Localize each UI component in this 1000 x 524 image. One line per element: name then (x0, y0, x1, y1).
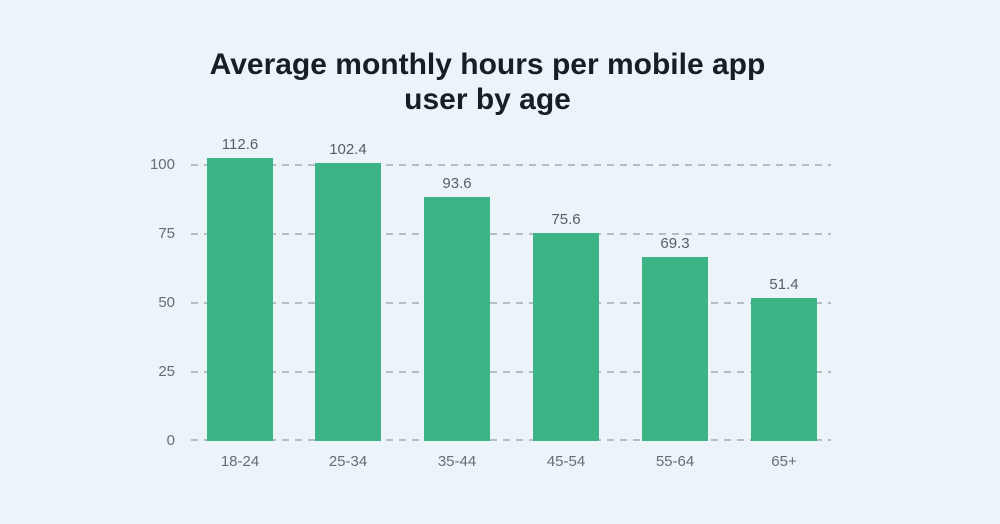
gridline-y-100 (191, 164, 831, 167)
y-tick-label-0: 0 (166, 432, 175, 449)
value-label-25-34: 102.4 (329, 141, 367, 159)
bar-45-54 (533, 233, 599, 441)
value-label-18-24: 112.6 (221, 135, 259, 153)
x-tick-label-55-64: 55-64 (655, 453, 695, 470)
x-tick-label-18-24: 18-24 (220, 453, 260, 470)
x-tick-label-35-44: 35-44 (437, 453, 477, 470)
bar-35-44 (424, 197, 490, 441)
bar-25-34 (315, 163, 381, 441)
bar-65+ (751, 298, 817, 441)
bar-55-64 (642, 256, 708, 441)
y-tick-label-50: 50 (158, 294, 175, 312)
y-tick-label-100: 100 (149, 156, 175, 174)
chart-title-line-1: Average monthly hours per mobile app (209, 48, 766, 81)
y-tick-label-25: 25 (158, 363, 175, 381)
gridline-y-75 (191, 233, 831, 236)
value-label-65+: 51.4 (769, 276, 799, 294)
y-tick-label-75: 75 (158, 225, 175, 243)
chart-title-line-2: user by age (404, 83, 571, 116)
gridline-y-25 (191, 371, 831, 374)
x-tick-label-25-34: 25-34 (328, 453, 368, 470)
value-label-45-54: 75.6 (551, 211, 581, 229)
plot-area: 0 25 50 75 100 112.6 18-24 102.4 25-34 93.6 35-44 7… (150, 130, 831, 470)
x-tick-label-65+: 65+ (771, 453, 797, 470)
x-tick-label-45-54: 45-54 (546, 453, 586, 470)
bar-18-24 (207, 157, 273, 441)
gridline-y-50 (191, 302, 831, 305)
chart-title: Average monthly hours per mobile app use… (0, 47, 975, 117)
gridline-y-0 (191, 439, 831, 441)
value-label-55-64: 69.3 (660, 234, 690, 252)
value-label-35-44: 93.6 (442, 175, 472, 193)
